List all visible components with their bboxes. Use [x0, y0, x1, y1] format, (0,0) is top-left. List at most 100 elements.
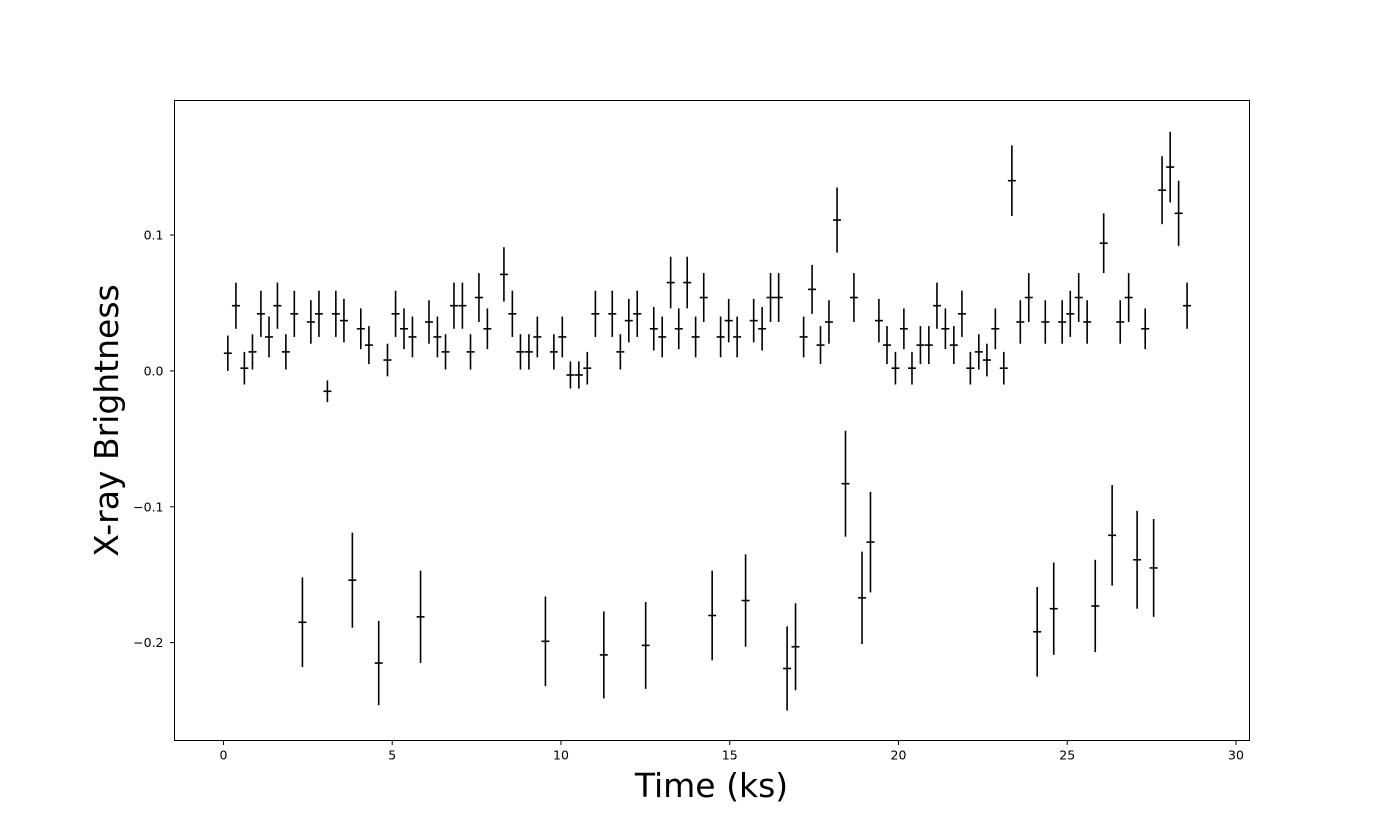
data-point [1141, 308, 1150, 350]
data-point [733, 316, 742, 358]
data-point [608, 290, 617, 337]
data-point [1024, 273, 1033, 322]
data-point [1124, 273, 1133, 322]
x-tick-label: 5 [388, 748, 396, 763]
data-point [1174, 180, 1183, 246]
data-point [974, 334, 983, 370]
data-point [499, 247, 508, 302]
data-point [833, 187, 842, 253]
data-point [265, 316, 274, 358]
data-point [566, 361, 575, 389]
data-point [624, 298, 633, 343]
data-point [758, 307, 767, 351]
data-point [549, 334, 558, 370]
data-point [932, 282, 941, 329]
data-point [699, 273, 708, 322]
data-point [424, 300, 433, 344]
data-point [583, 351, 592, 385]
data-point [591, 290, 600, 337]
data-point [1149, 519, 1158, 617]
data-point [849, 273, 858, 322]
data-point [899, 308, 908, 350]
data-point [364, 326, 373, 365]
data-point [1099, 213, 1108, 274]
data-point [1074, 273, 1083, 322]
data-point [466, 334, 475, 370]
data-point [1033, 586, 1042, 677]
data-point [891, 351, 900, 385]
data-point [641, 601, 650, 689]
data-point [306, 300, 315, 344]
data-point [982, 343, 991, 377]
data-point [616, 334, 625, 370]
data-point [449, 282, 458, 329]
data-point [658, 316, 667, 358]
data-point [331, 290, 340, 337]
data-point [1041, 300, 1050, 344]
y-axis-ticks: −0.2 −0.1 0.0 0.1 [133, 228, 175, 650]
data-point [866, 491, 875, 593]
data-point [524, 334, 533, 370]
data-point [374, 620, 383, 706]
data-point [1183, 282, 1192, 329]
y-tick-label: 0.0 [144, 363, 164, 378]
x-tick-label: 10 [553, 748, 569, 763]
data-point [683, 256, 692, 309]
data-point [724, 298, 733, 343]
data-point [949, 326, 958, 365]
data-point [1108, 485, 1117, 586]
data-point [416, 570, 425, 664]
data-point [348, 532, 357, 628]
data-point [1133, 510, 1142, 609]
data-point [716, 316, 725, 358]
data-point [824, 300, 833, 344]
data-point [1158, 156, 1167, 225]
data-point [508, 290, 517, 337]
data-point [1066, 290, 1075, 337]
data-point [298, 577, 307, 668]
x-tick-label: 25 [1059, 748, 1075, 763]
data-point [1049, 562, 1058, 655]
data-point [957, 290, 966, 337]
data-point [339, 298, 348, 343]
data-point [874, 298, 883, 343]
data-point [533, 316, 542, 358]
data-point [281, 334, 290, 370]
data-point [356, 308, 365, 350]
data-point [1116, 300, 1125, 344]
data-point [808, 264, 817, 314]
data-point [991, 308, 1000, 350]
x-axis-ticks: 0 5 10 15 20 25 30 [219, 740, 1244, 763]
data-point [741, 554, 750, 647]
data-point [314, 290, 323, 337]
data-point [907, 351, 916, 385]
data-point [599, 611, 608, 699]
data-point [323, 380, 332, 403]
data-point [1058, 300, 1067, 344]
data-point [674, 308, 683, 350]
data-point [541, 596, 550, 687]
data-point [666, 256, 675, 309]
data-point [574, 361, 583, 389]
data-point [708, 570, 717, 661]
data-point [400, 308, 409, 350]
data-point [408, 316, 417, 358]
data-point [883, 326, 892, 365]
data-point [791, 603, 800, 691]
data-point [924, 326, 933, 365]
x-tick-label: 20 [891, 748, 907, 763]
data-points [223, 131, 1192, 711]
x-tick-label: 15 [722, 748, 738, 763]
data-point [516, 334, 525, 370]
data-point [441, 334, 450, 370]
data-point [231, 282, 240, 329]
data-point [223, 335, 232, 371]
data-point [256, 290, 265, 337]
data-point [483, 308, 492, 350]
data-point [916, 326, 925, 365]
data-point [649, 307, 658, 351]
data-point [941, 308, 950, 350]
y-tick-label: −0.1 [133, 499, 163, 514]
data-point [273, 282, 282, 329]
